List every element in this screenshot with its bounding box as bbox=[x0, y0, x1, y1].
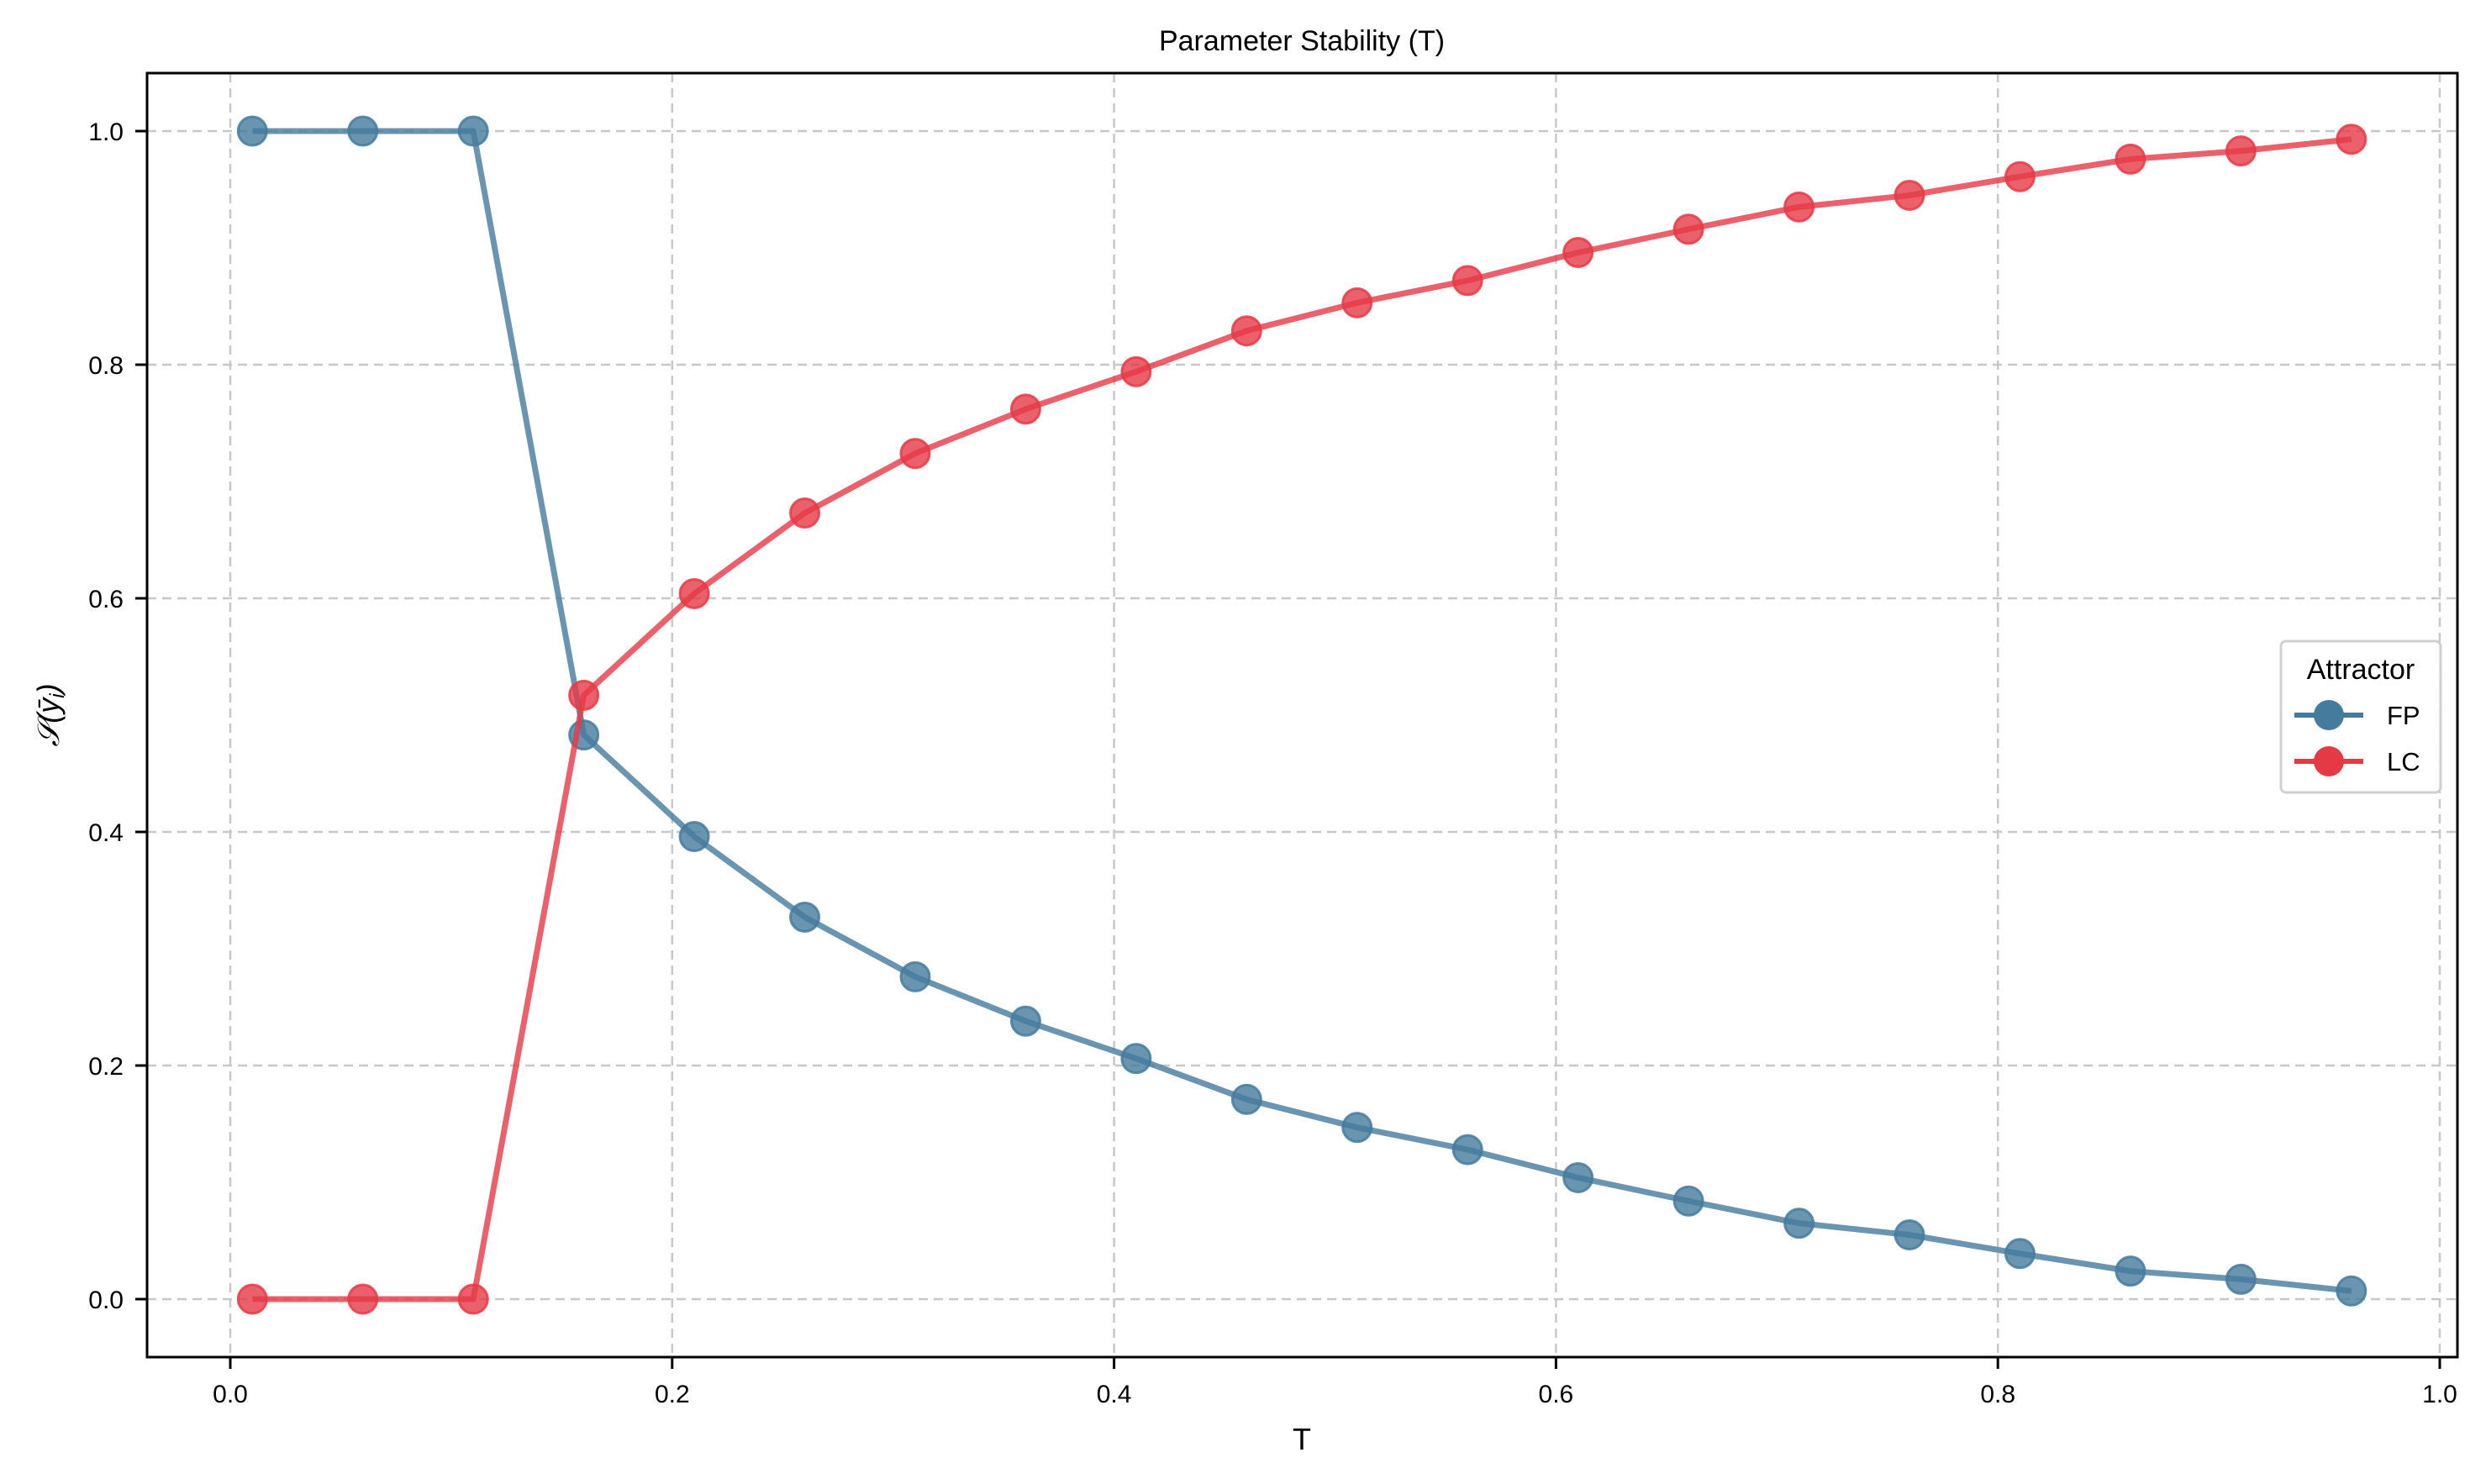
fp-data-point[interactable] bbox=[1783, 1208, 1815, 1239]
fp-data-point[interactable] bbox=[1009, 1005, 1041, 1037]
lc-data-point[interactable] bbox=[678, 577, 710, 609]
series-lc bbox=[236, 124, 2367, 1315]
legend: Attractor FP LC bbox=[2279, 639, 2442, 794]
lc-data-point[interactable] bbox=[789, 497, 821, 529]
fp-data-point[interactable] bbox=[2115, 1255, 2146, 1287]
lc-data-point[interactable] bbox=[1672, 213, 1704, 245]
fp-data-point[interactable] bbox=[899, 960, 931, 992]
series-fp bbox=[236, 115, 2367, 1307]
lc-data-point[interactable] bbox=[1451, 265, 1483, 297]
lc-data-point[interactable] bbox=[1783, 191, 1815, 223]
y-axis-label-main: 𝒮(ȳ bbox=[31, 697, 66, 747]
lc-data-point[interactable] bbox=[2225, 135, 2257, 167]
lc-data-point[interactable] bbox=[2336, 124, 2367, 155]
plot-series bbox=[236, 115, 2367, 1315]
lc-data-point[interactable] bbox=[236, 1283, 268, 1315]
y-tick-label: 0.8 bbox=[88, 352, 124, 380]
plot-frame bbox=[145, 71, 2459, 1359]
fp-data-point[interactable] bbox=[347, 115, 379, 147]
y-tick-label: 0.4 bbox=[88, 819, 124, 847]
lc-data-point[interactable] bbox=[1230, 315, 1262, 347]
fp-data-point[interactable] bbox=[2225, 1263, 2257, 1295]
y-axis-ticks: 0.0 0.2 0.4 0.6 0.8 1.0 bbox=[88, 118, 147, 1314]
lc-data-point[interactable] bbox=[1120, 355, 1152, 387]
lc-data-point[interactable] bbox=[1562, 237, 1594, 269]
lc-data-point[interactable] bbox=[1341, 287, 1373, 318]
lc-data-point[interactable] bbox=[457, 1283, 489, 1315]
svg-text:𝒮(ȳi): 𝒮(ȳi) bbox=[31, 683, 69, 746]
legend-label-lc: LC bbox=[2387, 747, 2420, 776]
lc-data-point[interactable] bbox=[347, 1283, 379, 1315]
y-tick-label: 0.2 bbox=[88, 1053, 124, 1081]
fp-data-point[interactable] bbox=[1893, 1219, 1925, 1251]
legend-entry-lc[interactable]: LC bbox=[2294, 746, 2420, 776]
legend-title: Attractor bbox=[2307, 654, 2415, 686]
x-tick-label: 0.4 bbox=[1097, 1381, 1132, 1408]
fp-marker-icon bbox=[2314, 700, 2344, 730]
fp-data-point[interactable] bbox=[1341, 1112, 1373, 1144]
fp-data-point[interactable] bbox=[236, 115, 268, 147]
x-axis-ticks: 0.0 0.2 0.4 0.6 0.8 1.0 bbox=[213, 1357, 2457, 1408]
fp-data-point[interactable] bbox=[1562, 1161, 1594, 1193]
lc-data-point[interactable] bbox=[1009, 393, 1041, 425]
grid-lines bbox=[147, 73, 2457, 1357]
x-tick-label: 0.2 bbox=[655, 1381, 690, 1408]
x-tick-label: 1.0 bbox=[2422, 1381, 2457, 1408]
fp-data-point[interactable] bbox=[1120, 1043, 1152, 1075]
x-axis-label: T bbox=[1293, 1422, 1311, 1456]
fp-data-point[interactable] bbox=[457, 115, 489, 147]
y-axis-label: 𝒮(ȳi) bbox=[31, 683, 69, 746]
fp-data-point[interactable] bbox=[1672, 1185, 1704, 1217]
fp-line bbox=[252, 128, 2352, 1294]
lc-data-point[interactable] bbox=[2004, 161, 2036, 192]
legend-label-fp: FP bbox=[2387, 701, 2420, 730]
lc-data-point[interactable] bbox=[2115, 143, 2146, 175]
lc-line bbox=[252, 136, 2352, 1302]
fp-data-point[interactable] bbox=[678, 821, 710, 853]
y-tick-label: 0.0 bbox=[88, 1287, 124, 1314]
fp-data-point[interactable] bbox=[2336, 1275, 2367, 1307]
x-tick-label: 0.8 bbox=[1980, 1381, 2015, 1408]
y-axis-label-subscript: i bbox=[46, 693, 69, 698]
y-tick-label: 1.0 bbox=[88, 118, 124, 146]
x-tick-label: 0.0 bbox=[213, 1381, 248, 1408]
chart-title: Parameter Stability (T) bbox=[1159, 25, 1445, 57]
lc-data-point[interactable] bbox=[1893, 179, 1925, 211]
lc-data-point[interactable] bbox=[568, 679, 600, 711]
fp-data-point[interactable] bbox=[2004, 1238, 2036, 1270]
fp-data-point[interactable] bbox=[789, 901, 821, 933]
lc-marker-icon bbox=[2314, 746, 2344, 776]
y-tick-label: 0.6 bbox=[88, 586, 124, 613]
fp-data-point[interactable] bbox=[1451, 1134, 1483, 1166]
lc-data-point[interactable] bbox=[899, 438, 931, 470]
fp-data-point[interactable] bbox=[1230, 1083, 1262, 1115]
x-tick-label: 0.6 bbox=[1539, 1381, 1574, 1408]
legend-entry-fp[interactable]: FP bbox=[2294, 700, 2420, 730]
